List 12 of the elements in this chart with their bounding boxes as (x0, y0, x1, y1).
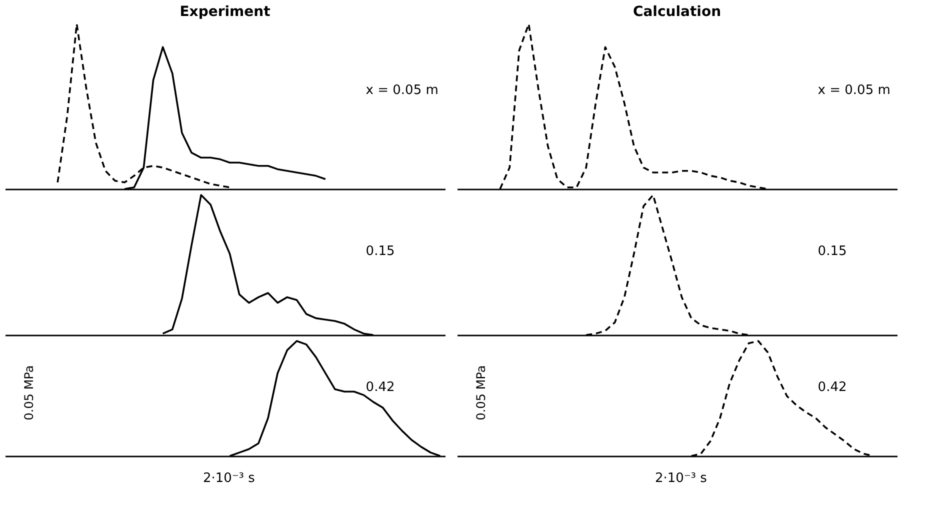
annotation: 0.42 (366, 380, 395, 395)
chart-title: Calculation (632, 4, 722, 20)
annotation: 0.15 (366, 244, 395, 259)
annotation: x = 0.05 m (366, 83, 438, 98)
annotation: 0.42 (818, 380, 847, 395)
chart-title: Experiment (180, 4, 271, 20)
annotation: 0.05 MPa (22, 365, 36, 420)
annotation: 0.15 (818, 244, 847, 259)
annotation: 0.05 MPa (474, 365, 488, 420)
text: 2·10⁻³ s (203, 471, 256, 486)
annotation: x = 0.05 m (818, 83, 890, 98)
text: 2·10⁻³ s (655, 471, 708, 486)
